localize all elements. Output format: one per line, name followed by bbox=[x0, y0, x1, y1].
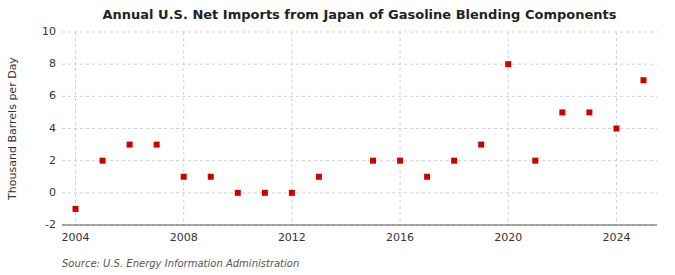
y-tick-label: 2 bbox=[49, 154, 56, 167]
point bbox=[613, 126, 619, 132]
grid-line-y bbox=[62, 96, 657, 97]
grid-line-y bbox=[62, 128, 657, 129]
x-tick-label: 2008 bbox=[170, 231, 198, 244]
grid-line-x bbox=[291, 32, 292, 225]
point bbox=[235, 190, 241, 196]
x-tick-label: 2016 bbox=[386, 231, 414, 244]
y-tick-label: 6 bbox=[49, 89, 56, 102]
point bbox=[640, 77, 646, 83]
grid bbox=[62, 32, 657, 225]
point bbox=[397, 158, 403, 164]
grid-line-y bbox=[62, 32, 657, 33]
y-tick-label: 8 bbox=[49, 57, 56, 70]
point bbox=[370, 158, 376, 164]
title: Annual U.S. Net Imports from Japan of Ga… bbox=[103, 7, 617, 22]
point bbox=[100, 158, 106, 164]
x-tick-label: 2012 bbox=[278, 231, 306, 244]
x-tick-label: 2024 bbox=[602, 231, 630, 244]
x-tick-label: 2004 bbox=[62, 231, 90, 244]
source-note: Source: U.S. Energy Information Administ… bbox=[62, 258, 299, 269]
points bbox=[73, 61, 647, 212]
point bbox=[424, 174, 430, 180]
point bbox=[127, 142, 133, 148]
point bbox=[559, 109, 565, 115]
y-tick-label: 10 bbox=[42, 25, 56, 38]
grid-line-x bbox=[508, 32, 509, 225]
point bbox=[289, 190, 295, 196]
chart: -2 0 2 4 6 8 10 2004 2008 2012 2016 2020 2024 Annual … bbox=[0, 0, 675, 275]
grid-line-x bbox=[183, 32, 184, 225]
chart-container: -2 0 2 4 6 8 10 2004 2008 2012 2016 2020 2024 Annual … bbox=[0, 0, 675, 275]
grid-line-y bbox=[62, 192, 657, 193]
point bbox=[478, 142, 484, 148]
y-axis-label: Thousand Barrels per Day bbox=[6, 57, 19, 201]
grid-line-y bbox=[62, 160, 657, 161]
x-axis-line bbox=[62, 225, 657, 226]
grid-line-y bbox=[62, 64, 657, 65]
grid-line-x bbox=[75, 32, 76, 225]
point bbox=[154, 142, 160, 148]
point bbox=[586, 109, 592, 115]
point bbox=[316, 174, 322, 180]
point bbox=[262, 190, 268, 196]
point bbox=[532, 158, 538, 164]
y-tick-label: -2 bbox=[45, 218, 56, 231]
x-tick-label: 2020 bbox=[494, 231, 522, 244]
ticks: -2 0 2 4 6 8 10 2004 2008 2012 2016 2020 2024 bbox=[42, 25, 630, 244]
point bbox=[181, 174, 187, 180]
grid-line-x bbox=[400, 32, 401, 225]
point bbox=[73, 206, 79, 212]
grid-line-y bbox=[62, 225, 657, 226]
point bbox=[451, 158, 457, 164]
y-tick-label: 4 bbox=[49, 122, 56, 135]
point bbox=[208, 174, 214, 180]
point bbox=[505, 61, 511, 67]
y-tick-label: 0 bbox=[49, 186, 56, 199]
